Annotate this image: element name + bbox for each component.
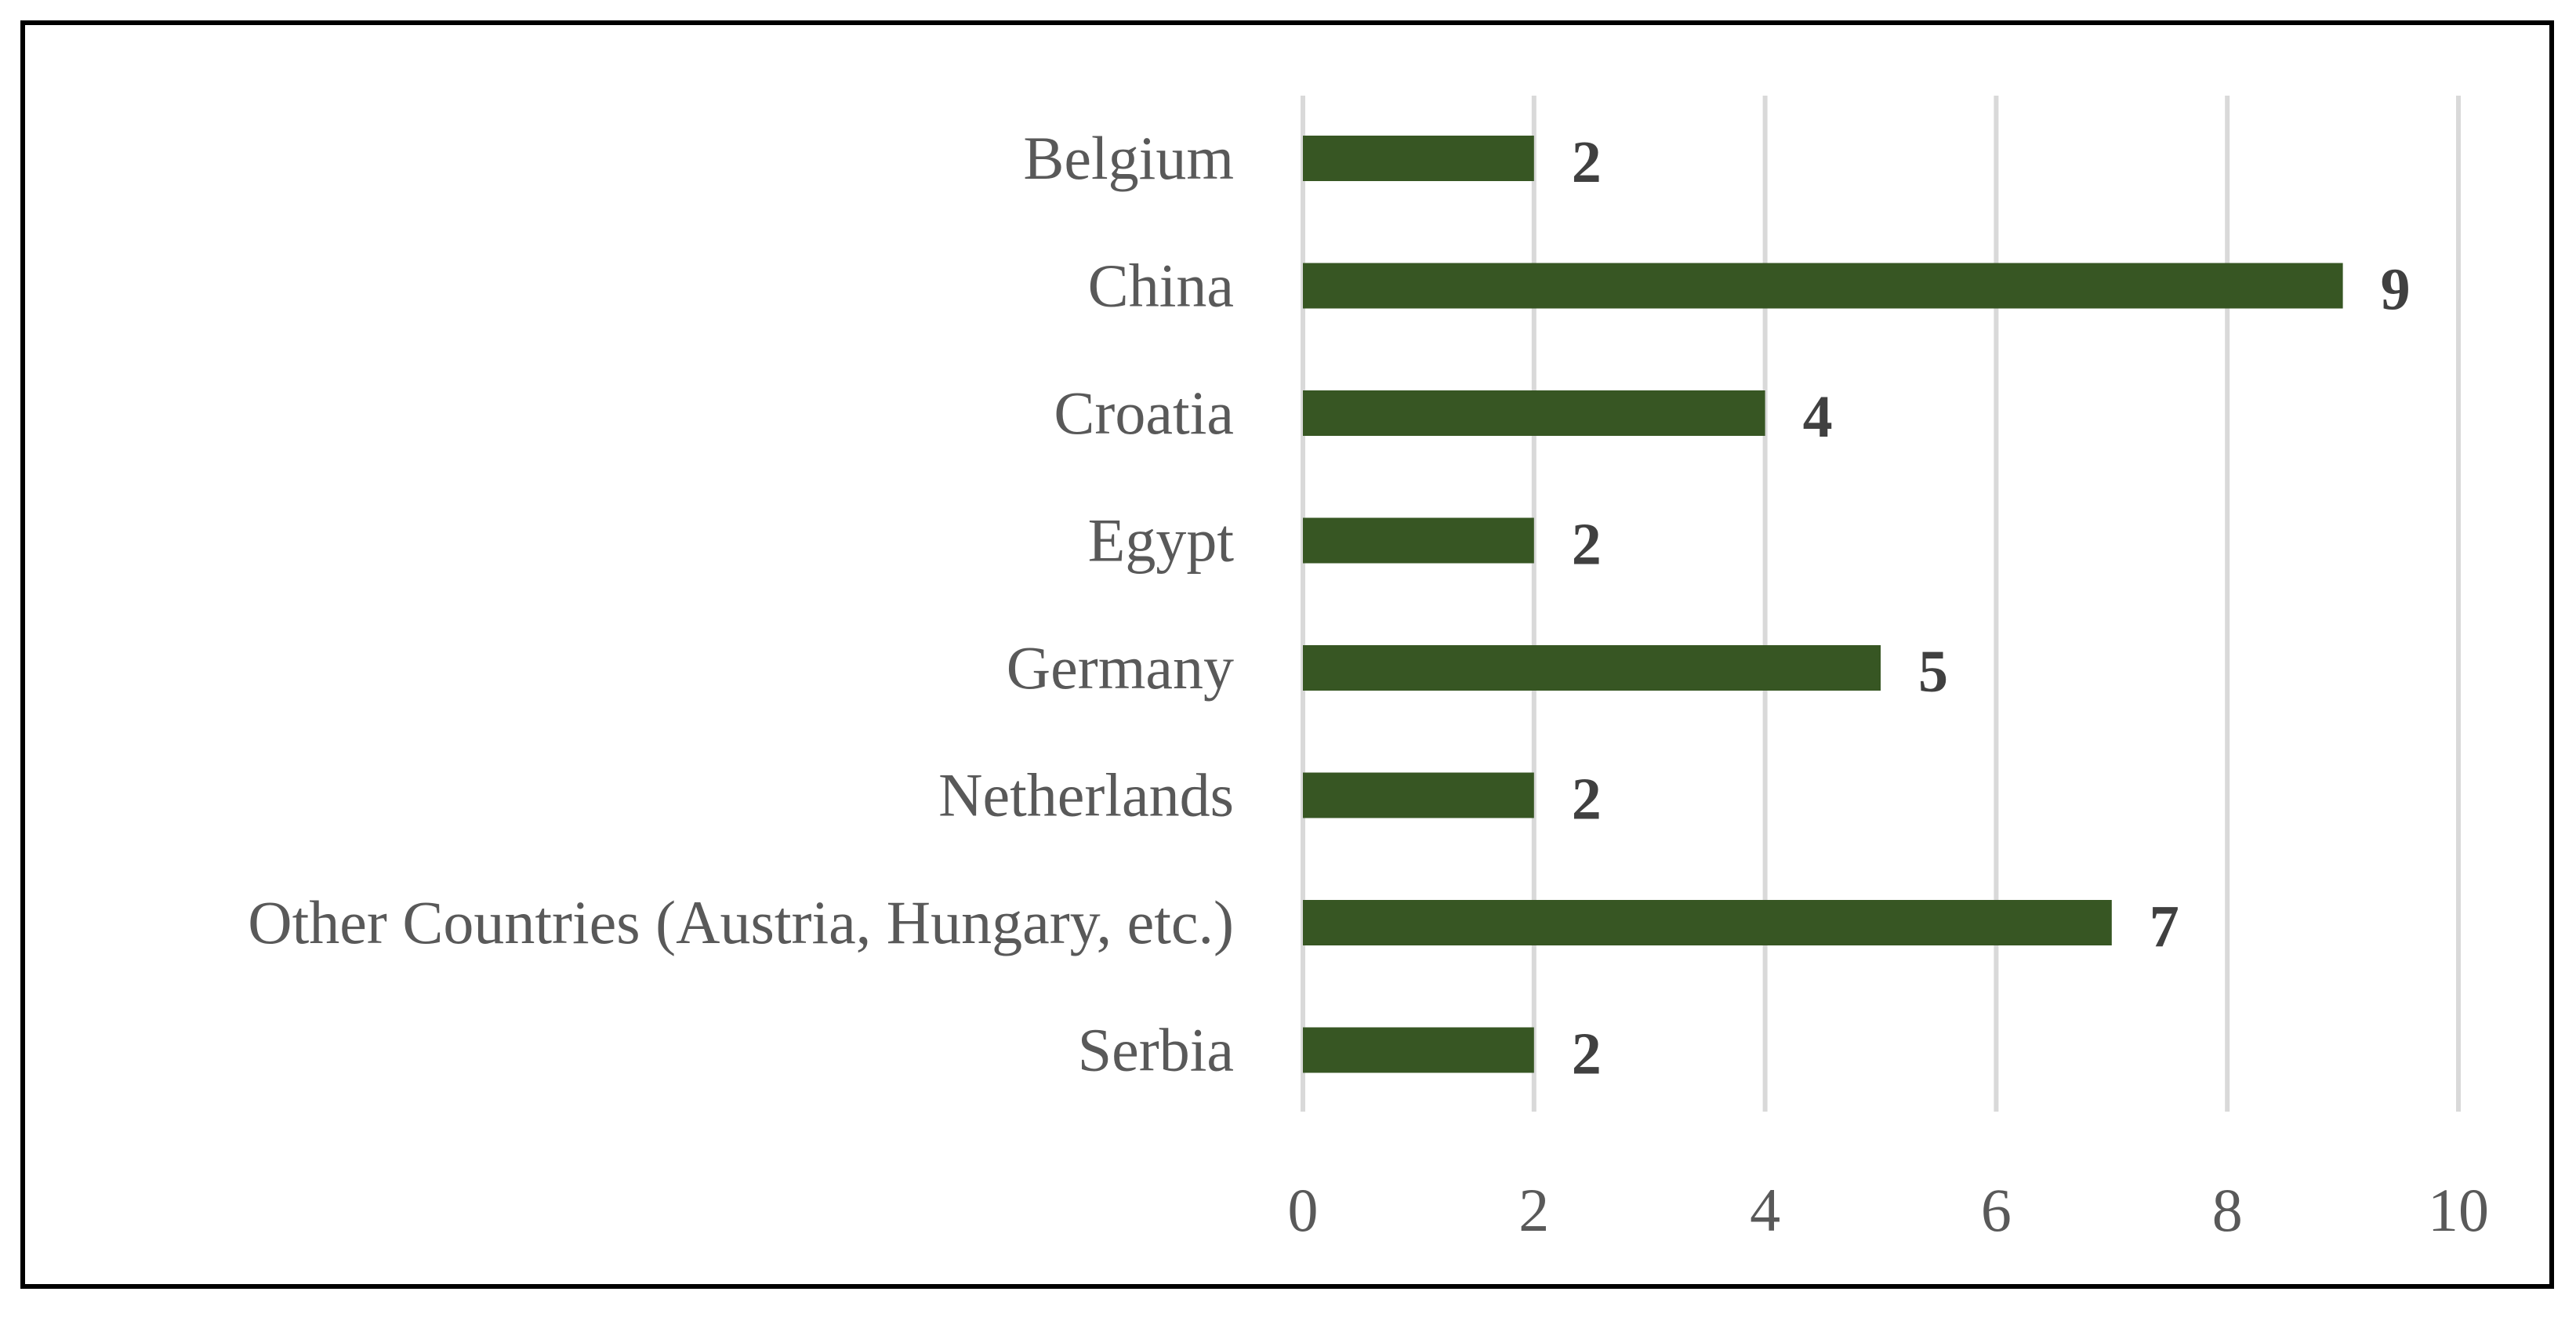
- x-tick-label-4: 4: [1750, 1176, 1780, 1244]
- x-tick-label-8: 8: [2212, 1176, 2243, 1244]
- bar-egypt: [1303, 517, 1534, 564]
- category-label: Egypt: [1088, 506, 1235, 575]
- data-label: 7: [2150, 894, 2179, 960]
- x-tick-label-6: 6: [1981, 1176, 2012, 1244]
- data-labels: 2 9 4 2 5 2 7 2: [1572, 129, 2411, 1087]
- bars: [1303, 136, 2343, 1073]
- category-label: Croatia: [1054, 379, 1234, 447]
- x-axis-tick-labels: 0 2 4 6 8 10: [1288, 1176, 2490, 1244]
- x-tick-label-2: 2: [1518, 1176, 1549, 1244]
- bar-china: [1303, 263, 2343, 309]
- data-label: 4: [1803, 384, 1833, 450]
- category-label: Germany: [1007, 633, 1234, 702]
- bar-croatia: [1303, 390, 1765, 436]
- x-tick-label-0: 0: [1288, 1176, 1319, 1244]
- bar-serbia: [1303, 1027, 1534, 1073]
- category-labels: Belgium China Croatia Egypt Germany Netherlan…: [248, 124, 1234, 1084]
- gridlines: [1301, 96, 2461, 1112]
- data-label: 9: [2381, 257, 2411, 323]
- category-label: Netherlands: [938, 761, 1234, 829]
- bar-netherlands: [1303, 772, 1534, 818]
- chart-frame: [20, 20, 2554, 1289]
- bar-belgium: [1303, 136, 1534, 181]
- data-label: 2: [1572, 129, 1602, 195]
- bar-other-countries-austria-hungary-etc: [1303, 900, 2112, 945]
- data-label: 2: [1572, 512, 1602, 578]
- x-tick-label-10: 10: [2428, 1176, 2489, 1244]
- bar-germany: [1303, 645, 1881, 691]
- data-label: 5: [1918, 639, 1948, 705]
- data-label: 2: [1572, 1021, 1602, 1087]
- category-label: Other Countries (Austria, Hungary, etc.): [248, 888, 1234, 956]
- category-label: Serbia: [1078, 1016, 1234, 1084]
- category-label: Belgium: [1023, 124, 1234, 192]
- category-label: China: [1088, 252, 1234, 320]
- data-label: 2: [1572, 767, 1602, 833]
